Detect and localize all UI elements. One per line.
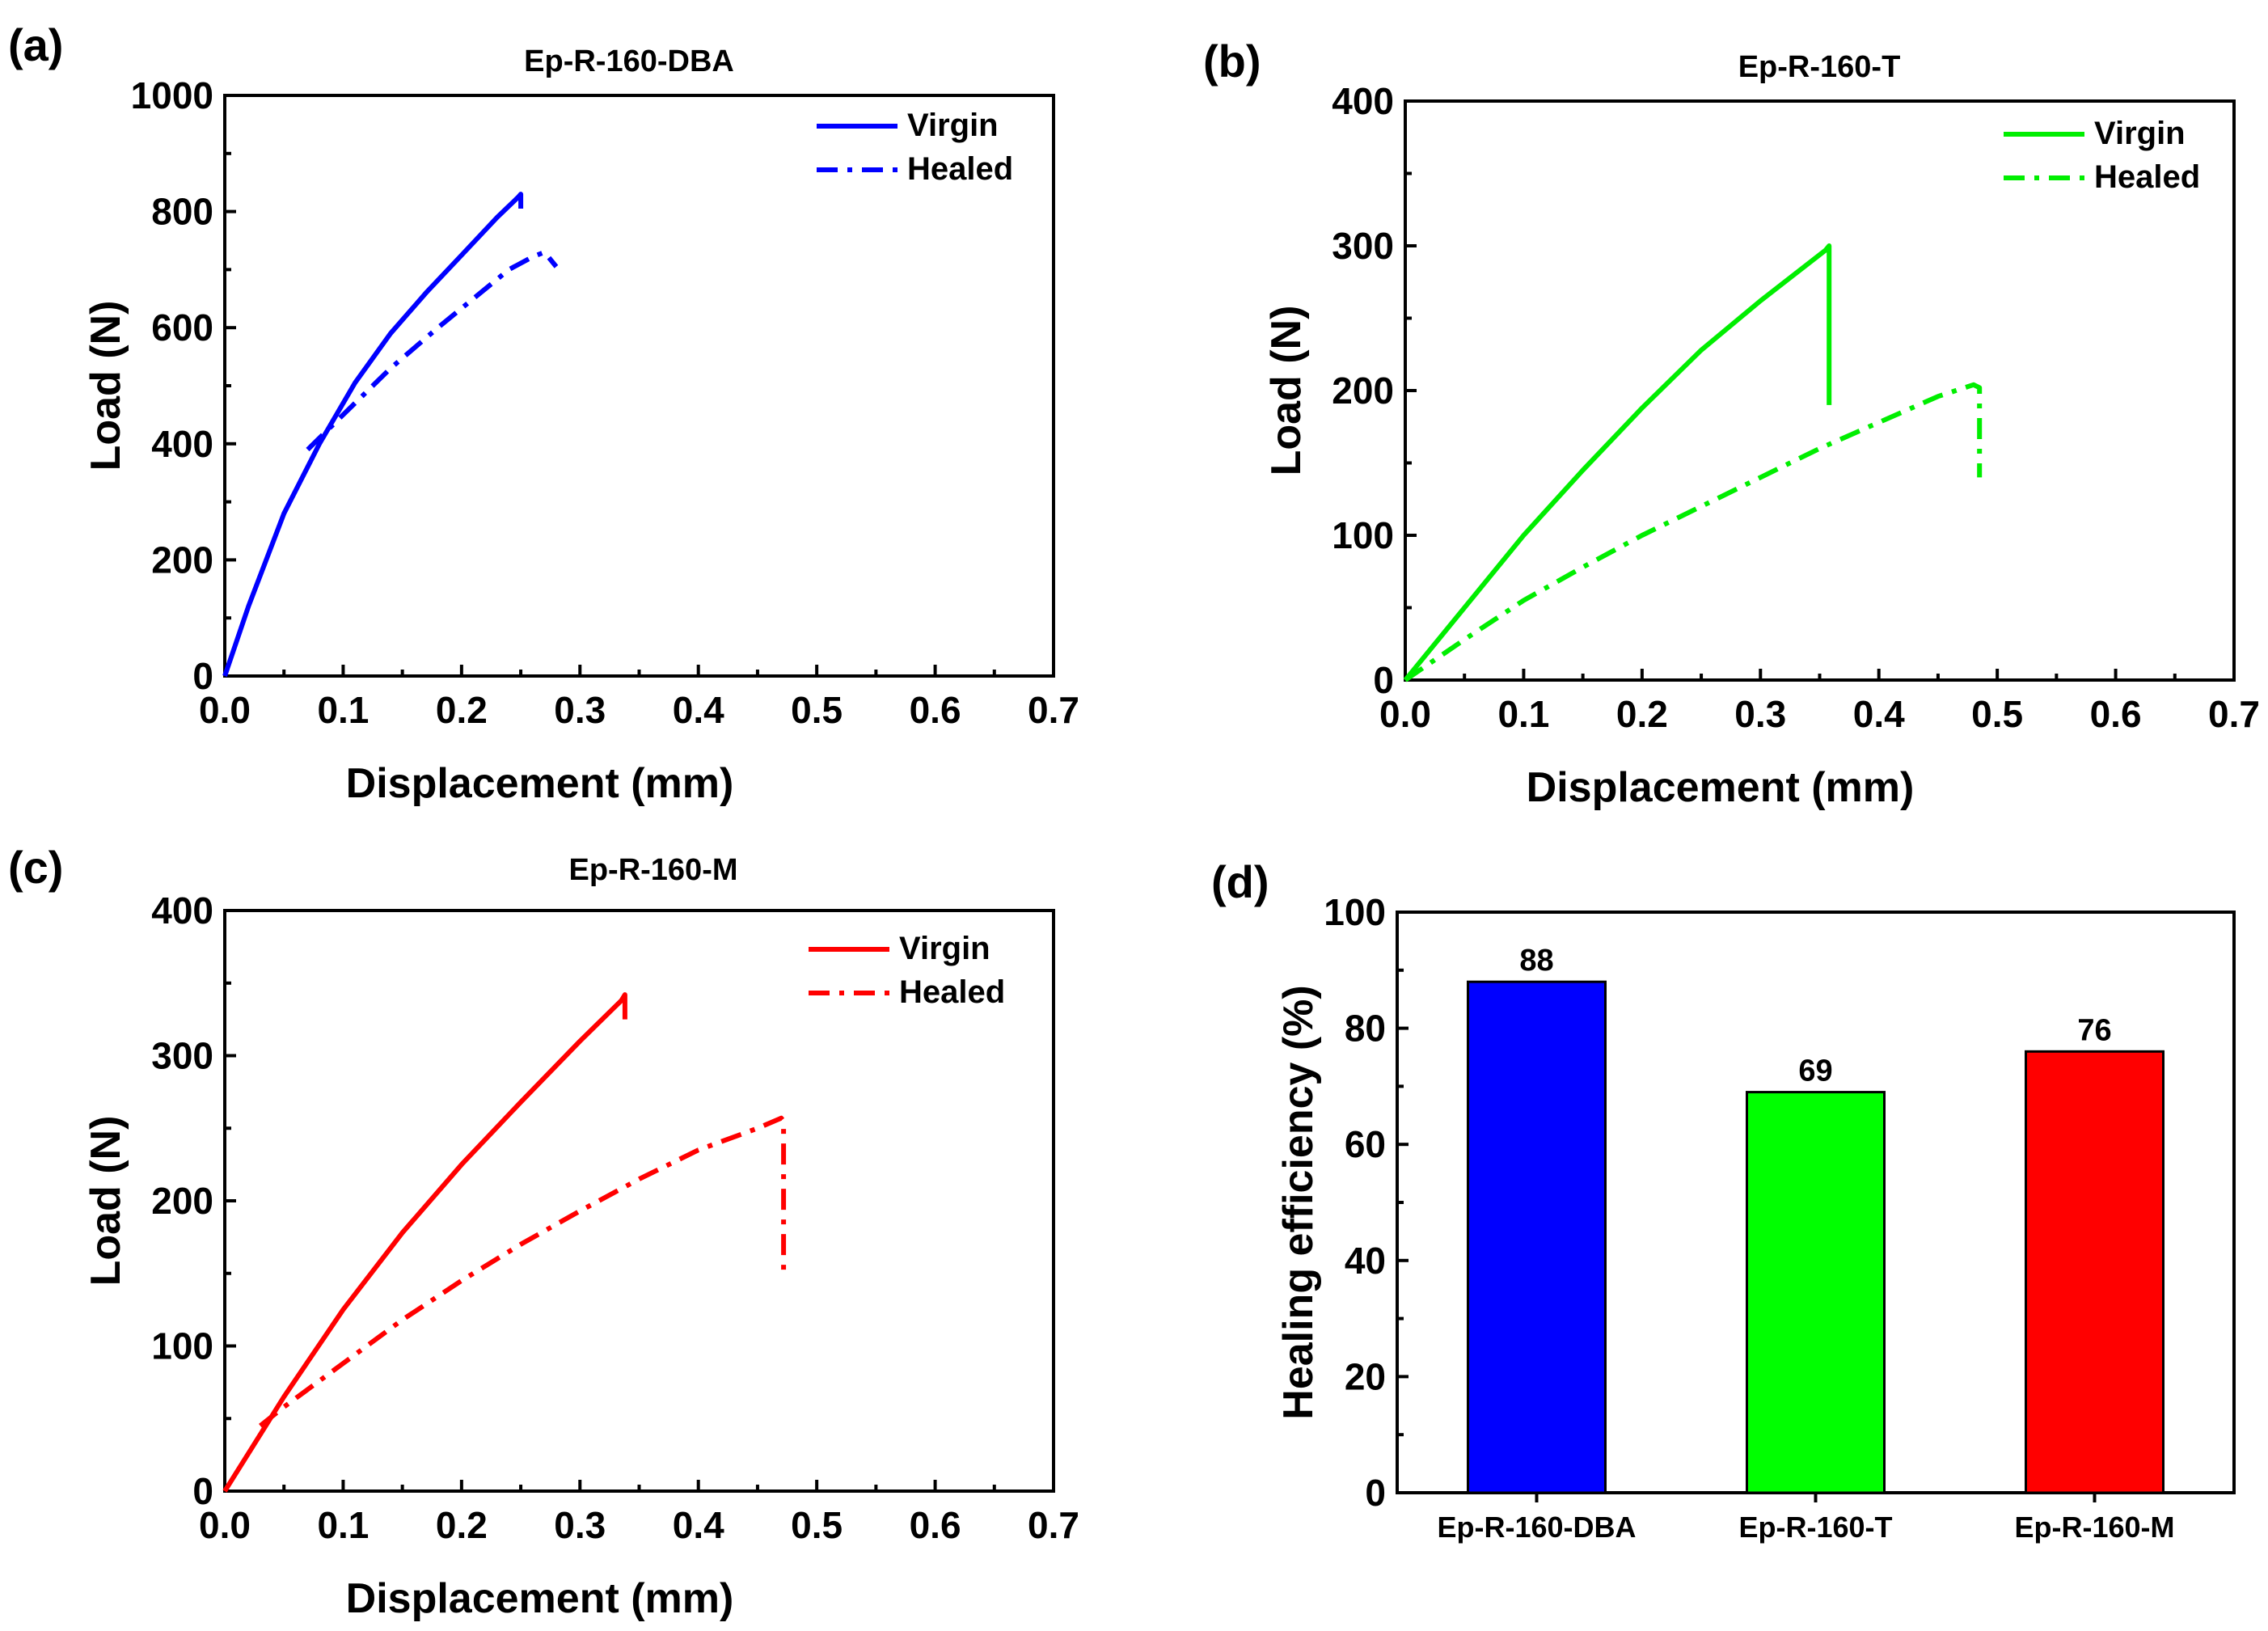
y-tick-label: 200 — [151, 1180, 213, 1222]
y-tick-label: 300 — [1332, 225, 1394, 267]
y-axis-title: Healing efficiency (%) — [1275, 985, 1322, 1419]
x-tick-label: 0.3 — [554, 689, 606, 731]
panel-label: (d) — [1211, 856, 1269, 907]
series-line-healed — [306, 249, 559, 452]
panel-label: (c) — [8, 842, 63, 893]
y-axis-title: Load (N) — [82, 1116, 129, 1287]
category-label: Ep-R-160-M — [2014, 1511, 2174, 1544]
y-tick-label: 600 — [151, 306, 213, 349]
series-line-healed — [259, 1115, 787, 1428]
x-tick-label: 0.4 — [673, 1504, 724, 1546]
x-tick-label: 0.5 — [791, 689, 843, 731]
y-tick-label: 100 — [151, 1325, 213, 1367]
x-tick-label: 0.6 — [2090, 693, 2142, 735]
x-axis-title: Displacement (mm) — [1527, 764, 1915, 811]
x-tick-label: 0.5 — [1971, 693, 2023, 735]
y-tick-label: 0 — [1365, 1472, 1386, 1514]
y-tick-label: 400 — [151, 423, 213, 465]
x-tick-label: 0.7 — [1028, 1504, 1079, 1546]
legend-label: Virgin — [899, 931, 990, 966]
panel-a: (a) Ep-R-160-DBA 0 200 400 600 800 1000 Load (N)… — [8, 19, 1079, 807]
y-tick-label: 100 — [1324, 891, 1386, 933]
x-tick-label: 0.0 — [1379, 693, 1431, 735]
bar — [1467, 980, 1607, 1494]
x-tick-label: 0.7 — [1028, 689, 1079, 731]
y-tick-label: 200 — [151, 539, 213, 581]
y-tick-label: 0 — [1373, 659, 1394, 701]
x-tick-label: 0.7 — [2208, 693, 2260, 735]
series-line-virgin — [1403, 243, 1832, 682]
x-tick-label: 0.1 — [317, 689, 369, 731]
panel-label: (b) — [1203, 36, 1261, 87]
x-axis-title: Displacement (mm) — [346, 1575, 734, 1622]
y-tick-label: 300 — [151, 1035, 213, 1077]
chart-title: Ep-R-160-DBA — [524, 44, 734, 78]
y-tick-label: 80 — [1345, 1008, 1386, 1050]
bar-value-label: 88 — [1519, 944, 1553, 978]
legend-label: Healed — [2094, 159, 2200, 195]
legend-label: Healed — [907, 151, 1013, 187]
category-label: Ep-R-160-T — [1738, 1511, 1892, 1544]
y-tick-label: 1000 — [131, 74, 213, 116]
y-axis-title: Load (N) — [1263, 306, 1310, 476]
series-line-virgin — [222, 992, 627, 1493]
x-tick-label: 0.4 — [673, 689, 724, 731]
y-tick-label: 20 — [1345, 1355, 1386, 1397]
x-tick-label: 0.0 — [199, 689, 251, 731]
legend: Virgin Healed — [2004, 116, 2200, 195]
category-label: Ep-R-160-DBA — [1437, 1511, 1636, 1544]
bar — [1746, 1091, 1886, 1494]
legend: Virgin Healed — [817, 108, 1013, 187]
y-tick-label: 60 — [1345, 1123, 1386, 1165]
series-line-virgin — [222, 192, 524, 677]
series-line-healed — [1404, 382, 1983, 682]
x-tick-label: 0.5 — [791, 1504, 843, 1546]
x-axis-title: Displacement (mm) — [346, 760, 734, 807]
panel-label: (a) — [8, 19, 63, 70]
x-tick-label: 0.0 — [199, 1504, 251, 1546]
x-tick-label: 0.2 — [1616, 693, 1668, 735]
x-tick-label: 0.1 — [1497, 693, 1549, 735]
y-tick-label: 100 — [1332, 514, 1394, 556]
x-tick-label: 0.1 — [317, 1504, 369, 1546]
x-tick-label: 0.4 — [1853, 693, 1905, 735]
panel-b: (b) Ep-R-160-T 0 100 200 300 400 Load (N) 0.0 0.1… — [1203, 36, 2260, 811]
panel-c: (c) Ep-R-160-M 0 100 200 300 400 Load (N) 0.0 0.1… — [8, 842, 1079, 1622]
bar-value-label: 76 — [2077, 1013, 2111, 1047]
legend-label: Virgin — [2094, 116, 2186, 151]
x-tick-label: 0.2 — [436, 689, 488, 731]
x-tick-label: 0.6 — [910, 1504, 961, 1546]
y-tick-label: 40 — [1345, 1240, 1386, 1282]
bar — [2025, 1050, 2165, 1494]
y-axis-title: Load (N) — [82, 301, 129, 471]
x-tick-label: 0.3 — [554, 1504, 606, 1546]
y-tick-label: 400 — [1332, 80, 1394, 122]
legend: Virgin Healed — [809, 931, 1005, 1010]
y-tick-label: 400 — [151, 889, 213, 932]
y-tick-label: 800 — [151, 191, 213, 233]
x-tick-label: 0.3 — [1734, 693, 1786, 735]
chart-title: Ep-R-160-T — [1738, 50, 1901, 84]
bar-value-label: 69 — [1798, 1054, 1832, 1088]
panel-d: (d) 0 20 40 60 80 100 Healing efficiency (%) 88 E… — [1211, 856, 2236, 1544]
legend-label: Healed — [899, 974, 1005, 1010]
x-tick-label: 0.2 — [436, 1504, 488, 1546]
y-tick-label: 0 — [192, 655, 213, 697]
y-tick-label: 200 — [1332, 370, 1394, 412]
legend-label: Virgin — [907, 108, 999, 143]
x-tick-label: 0.6 — [910, 689, 961, 731]
y-tick-label: 0 — [192, 1470, 213, 1512]
chart-title: Ep-R-160-M — [568, 853, 737, 887]
